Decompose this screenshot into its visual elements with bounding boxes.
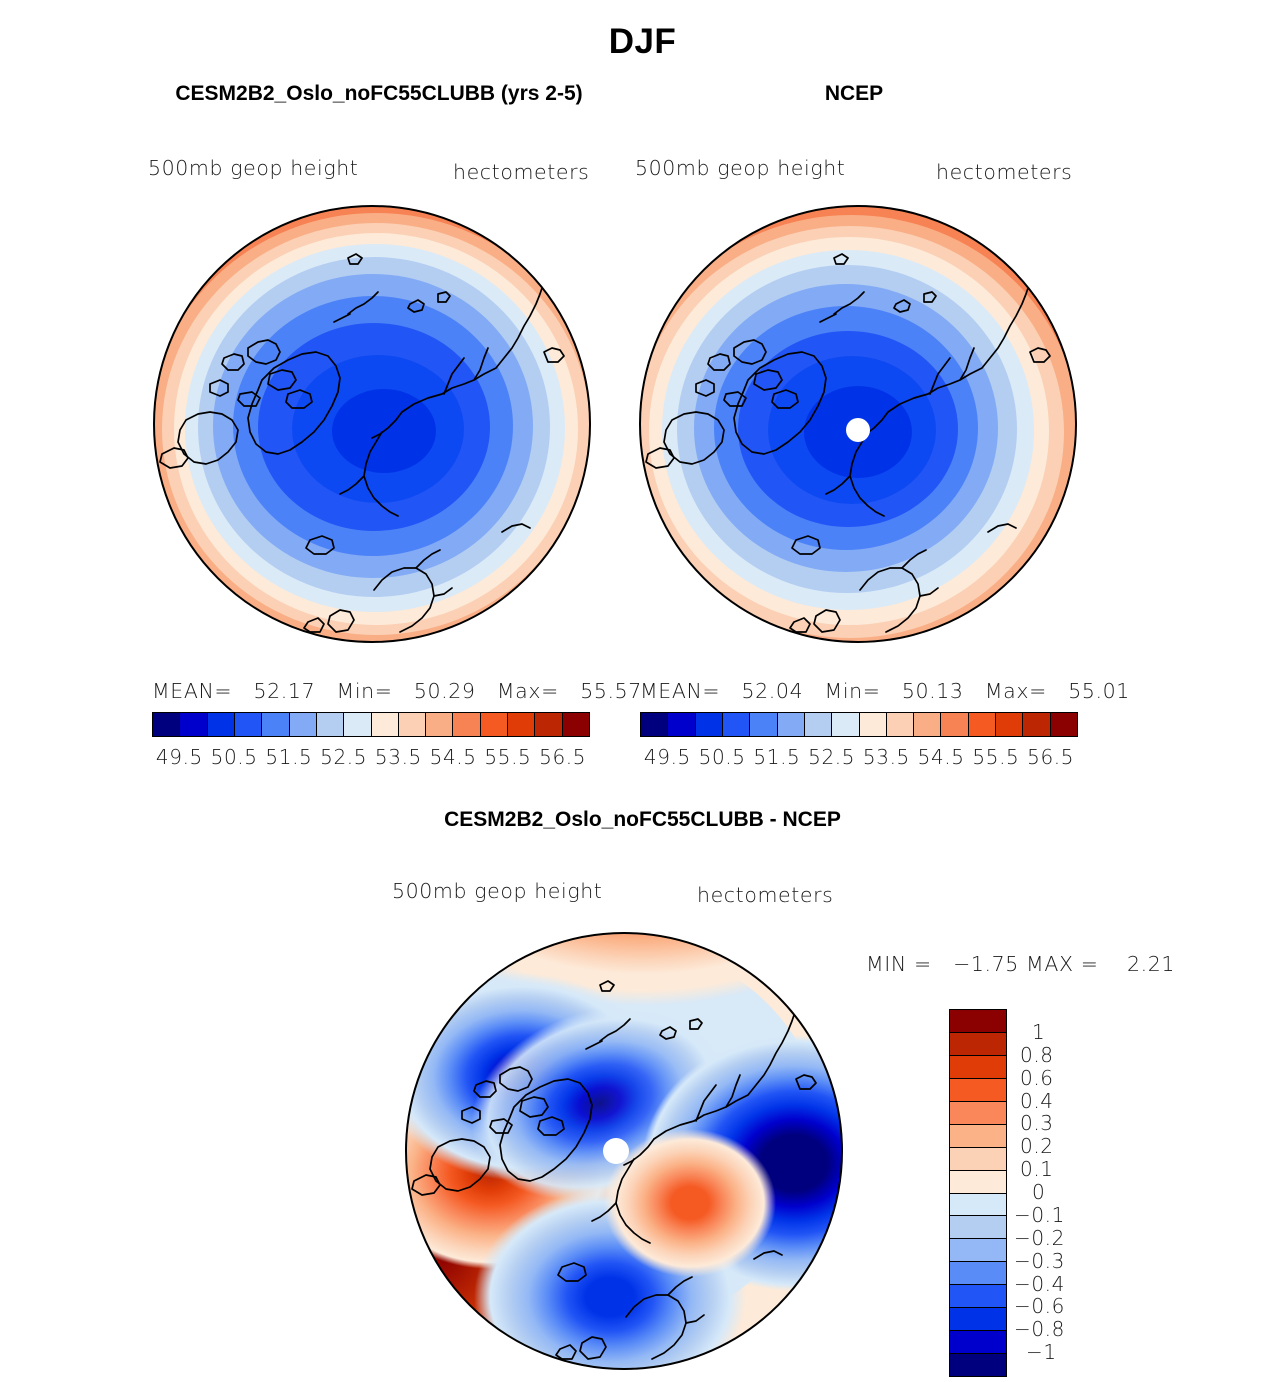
model-stats: MEAN= 52.17 Min= 50.29 Max= 55.57 — [152, 679, 642, 703]
model-panel-title: CESM2B2_Oslo_noFC55CLUBB (yrs 2-5) — [175, 82, 583, 105]
obs-field-label: 500mb geop height — [635, 156, 846, 180]
difference-colorbar — [949, 1009, 1007, 1377]
model-colorbar — [152, 712, 590, 737]
difference-units-label: hectometers — [697, 883, 834, 907]
difference-polar-map — [404, 925, 844, 1377]
pole-data-gap — [846, 418, 870, 442]
season-title: DJF — [608, 22, 677, 61]
difference-field-label: 500mb geop height — [392, 879, 603, 903]
difference-panel-title: CESM2B2_Oslo_noFC55CLUBB - NCEP — [444, 808, 841, 831]
obs-stats: MEAN= 52.04 Min= 50.13 Max= 55.01 — [640, 679, 1130, 703]
difference-colorbar-labels: 1 0.8 0.6 0.4 0.3 0.2 0.1 0 −0.1 −0.2 −0… — [1014, 1019, 1065, 1365]
model-units-label: hectometers — [453, 160, 590, 184]
obs-units-label: hectometers — [936, 160, 1073, 184]
model-field-label: 500mb geop height — [148, 156, 359, 180]
obs-colorbar-labels: 49.5 50.5 51.5 52.5 53.5 54.5 55.5 56.5 — [643, 745, 1075, 769]
obs-panel-title: NCEP — [824, 82, 884, 105]
obs-colorbar — [640, 712, 1078, 737]
obs-polar-map — [638, 198, 1078, 650]
model-polar-map — [152, 198, 592, 650]
pole-data-gap — [603, 1138, 629, 1164]
model-colorbar-labels: 49.5 50.5 51.5 52.5 53.5 54.5 55.5 56.5 — [155, 745, 587, 769]
difference-minmax: MIN = −1.75 MAX = 2.21 — [866, 952, 1176, 976]
